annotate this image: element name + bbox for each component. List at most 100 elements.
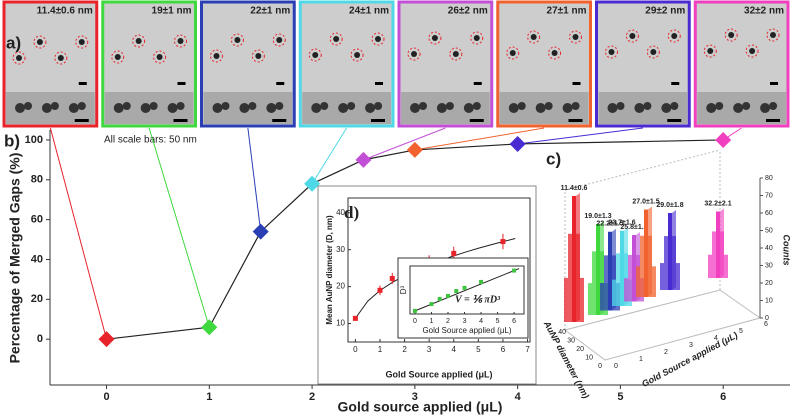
point-marker — [479, 279, 484, 284]
connector — [414, 127, 545, 151]
series-label: 11.4±0.6 — [561, 185, 588, 192]
histogram-shoulder — [636, 266, 640, 297]
panel-label: b) — [4, 131, 20, 150]
tem-label: 22±1 nm — [250, 6, 290, 17]
particle — [509, 50, 516, 56]
bar-side — [720, 208, 724, 278]
diamond-marker — [304, 175, 321, 192]
series-label: 19.0±1.3 — [584, 213, 611, 220]
histogram-shoulder — [628, 254, 632, 302]
particle — [212, 103, 223, 113]
particle-ring — [132, 34, 146, 48]
particle — [473, 35, 480, 41]
particle-ring — [329, 32, 343, 46]
point-marker — [462, 285, 467, 290]
y-tick-label: 40 — [336, 208, 345, 217]
histogram-shoulder — [712, 231, 716, 278]
particle-ring — [745, 44, 759, 58]
bar — [620, 230, 624, 306]
scale-bar — [671, 82, 680, 85]
particle — [551, 50, 558, 56]
particle — [607, 103, 618, 113]
x-tick-label: 1 — [206, 391, 212, 403]
z-tick-label: 70 — [765, 192, 773, 199]
particle — [375, 36, 381, 42]
particle — [562, 103, 573, 113]
x-tick-label: 20 — [576, 346, 584, 353]
particle — [411, 51, 417, 57]
particle-ring — [667, 29, 681, 43]
diamond-marker — [509, 135, 526, 152]
scale-bar — [375, 82, 383, 85]
x-tick-label: 30 — [567, 337, 575, 344]
particle-ring — [153, 50, 167, 64]
histogram-shoulder — [564, 277, 568, 322]
z-tick-label: 80 — [765, 175, 773, 182]
histogram-shoulder — [624, 278, 628, 302]
bar-side — [576, 193, 580, 322]
particle — [749, 48, 756, 54]
particle — [167, 103, 178, 113]
y-tick-label: 20 — [31, 293, 43, 305]
particle-ring — [703, 44, 717, 58]
particle — [445, 102, 454, 110]
connector — [148, 127, 210, 328]
panel-label: a) — [6, 33, 21, 52]
particle-ring — [371, 32, 385, 46]
particle — [508, 103, 519, 113]
histogram-shoulder — [616, 253, 620, 306]
particle — [276, 37, 283, 43]
y-tick-label: 10 — [336, 319, 345, 328]
scale-bar — [568, 119, 583, 122]
panel-label: c) — [546, 149, 561, 168]
particle — [266, 103, 277, 113]
connector — [363, 127, 446, 161]
y-tick-label: 40 — [31, 253, 43, 265]
scale-bar — [74, 119, 89, 122]
point-marker — [352, 315, 358, 321]
particle-ring — [766, 28, 780, 42]
tem-label: 26±2 nm — [448, 6, 488, 17]
y-axis-label: Percentage of Merged Gaps (%) — [7, 153, 23, 364]
z-tick-label: 50 — [765, 227, 773, 234]
scale-bar — [572, 82, 581, 85]
particle — [239, 103, 250, 113]
x-tick-label: 10 — [585, 354, 593, 361]
histogram-shoulder — [588, 283, 592, 315]
particle — [338, 103, 349, 113]
particle — [41, 103, 52, 113]
x-tick-label: 6 — [512, 318, 516, 325]
x-tick-label: 4 — [479, 318, 483, 325]
particle — [312, 52, 319, 58]
scale-bar — [177, 82, 186, 85]
series-label: 22.2±1.5 — [596, 221, 623, 228]
histogram-shoulder — [592, 251, 596, 315]
particle — [472, 102, 481, 110]
particle — [156, 54, 163, 60]
particle — [629, 33, 636, 39]
plot-frame — [347, 197, 531, 343]
particle-ring — [12, 51, 26, 65]
particle-ring — [308, 48, 322, 62]
particle — [78, 39, 85, 45]
y-tick-label: 80 — [31, 174, 43, 186]
plot-frame — [409, 265, 525, 315]
particle-ring — [230, 33, 244, 47]
particle-ring — [174, 34, 187, 48]
histogram-shoulder — [640, 235, 644, 297]
point-marker — [500, 239, 506, 245]
bar — [632, 235, 636, 302]
point-marker — [412, 308, 417, 313]
tem-label: 32±2 nm — [744, 6, 784, 17]
y-tick-label: 30 — [336, 245, 345, 254]
formula: V = ⅙ πD³ — [455, 294, 501, 305]
back-wall — [564, 149, 721, 191]
bar — [596, 224, 600, 315]
particle — [572, 34, 579, 40]
histogram-shoulder — [708, 254, 712, 278]
x-tick-label: 0 — [353, 345, 358, 354]
particle-ring — [251, 49, 265, 63]
y-tick-label: 0 — [37, 333, 43, 345]
particle-ring — [449, 47, 463, 61]
particle — [436, 103, 447, 113]
